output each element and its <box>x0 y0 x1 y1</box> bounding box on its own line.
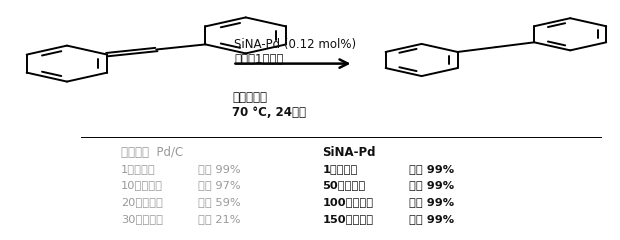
Text: エタノール
70 °C, 24時間: エタノール 70 °C, 24時間 <box>232 91 306 119</box>
Text: 1回目利用: 1回目利用 <box>121 164 156 174</box>
Text: 20回目利用: 20回目利用 <box>121 197 163 207</box>
Text: 収率 97%: 収率 97% <box>198 180 241 191</box>
Text: 30回目利用: 30回目利用 <box>121 214 163 224</box>
Text: 10回目利用: 10回目利用 <box>121 180 163 191</box>
Text: 収率 21%: 収率 21% <box>198 214 241 224</box>
Text: 収率 99%: 収率 99% <box>409 180 454 191</box>
Text: 収率 99%: 収率 99% <box>198 164 241 174</box>
Text: SiNA-Pd (0.12 mol%)
水素（1気圧）: SiNA-Pd (0.12 mol%) 水素（1気圧） <box>234 38 356 66</box>
Text: SiNA-Pd: SiNA-Pd <box>322 146 376 159</box>
Text: 収率 99%: 収率 99% <box>409 197 454 207</box>
Text: 収率 99%: 収率 99% <box>409 164 454 174</box>
Text: 1回目利用: 1回目利用 <box>322 164 358 174</box>
Text: 収率 59%: 収率 59% <box>198 197 241 207</box>
Text: 50回目利用: 50回目利用 <box>322 180 366 191</box>
Text: 100回目利用: 100回目利用 <box>322 197 373 207</box>
Text: 150回目利用: 150回目利用 <box>322 214 373 224</box>
Text: 収率 99%: 収率 99% <box>409 214 454 224</box>
Text: 【参照】  Pd/C: 【参照】 Pd/C <box>121 146 183 159</box>
